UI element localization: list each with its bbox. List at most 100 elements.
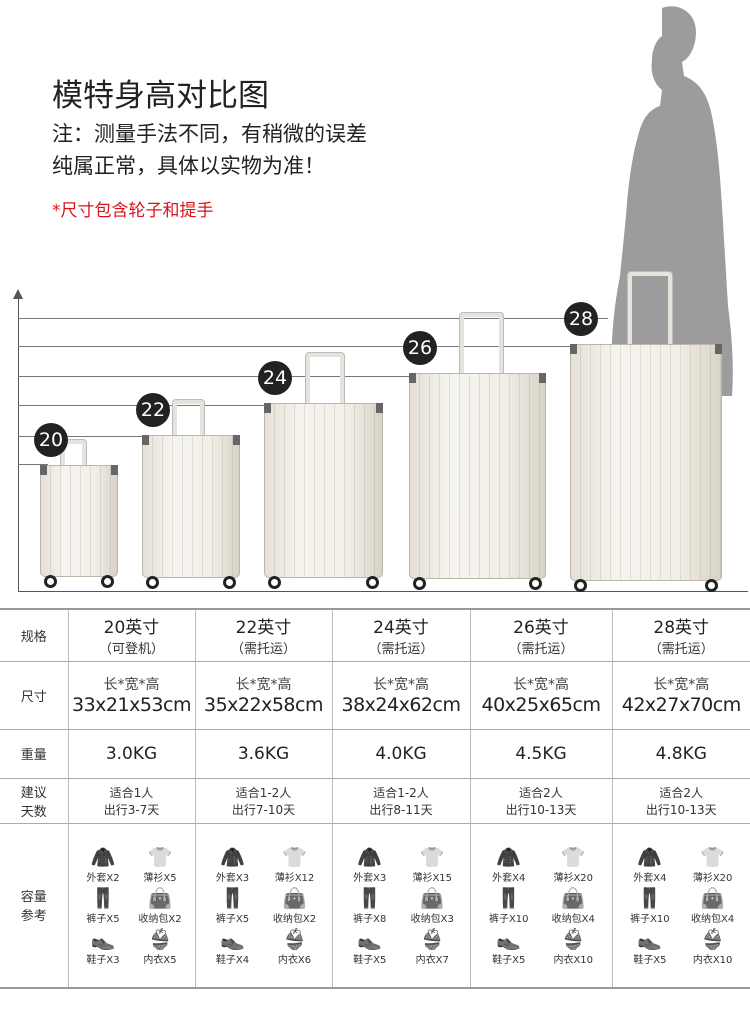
capacity-item: 裤子X10 (630, 913, 670, 925)
wheel-icon (268, 576, 281, 589)
capacity-item: 收纳包X2 (138, 913, 182, 925)
row-label: 容量参考 (20, 890, 47, 925)
size-badge: 20 (34, 423, 68, 457)
height-line (18, 464, 48, 465)
bra-icon: 👙 (700, 926, 726, 951)
spec-cell: 22英寸 （需托运） (194, 609, 332, 661)
shoe-icon: 👞 (90, 926, 116, 951)
bra-icon: 👙 (147, 926, 173, 951)
jacket-icon: 🧥 (357, 844, 383, 869)
bag-icon: 👜 (700, 885, 726, 910)
bra-icon: 👙 (419, 926, 445, 951)
wheel-icon (413, 577, 426, 590)
height-line (18, 318, 608, 319)
shirt-icon: 👕 (282, 844, 307, 869)
wheel-icon (366, 576, 379, 589)
capacity-item: 内衣X6 (277, 954, 312, 966)
baseline (18, 591, 748, 592)
suitcase-handle (627, 271, 673, 345)
pants-icon: 👖 (637, 885, 663, 910)
capacity-item: 薄衫X5 (143, 872, 177, 884)
row-label: 尺寸 (20, 689, 47, 705)
shirt-icon: 👕 (147, 844, 173, 869)
spec-table: 规格 20英寸 （可登机） 22英寸 （需托运） 24英寸 （需托运） 26英寸 （需托运） 28… (0, 608, 750, 989)
weight-cell: 3.0KG (67, 729, 195, 778)
shoe-icon: 👞 (637, 926, 663, 951)
bra-icon: 👙 (282, 926, 307, 951)
size-note: *尺寸包含轮子和提手 (52, 201, 214, 221)
spec-cell: 28英寸 （需托运） (611, 609, 750, 661)
capacity-item: 收纳包X3 (410, 913, 454, 925)
capacity-item: 收纳包X2 (272, 913, 317, 925)
wheel-icon (146, 576, 159, 589)
bag-icon: 👜 (419, 885, 445, 910)
jacket-icon: 🧥 (496, 844, 522, 869)
wheel-icon (705, 579, 718, 592)
trip-cell: 适合1人 出行3-7天 (67, 778, 195, 823)
capacity-item: 外套X3 (215, 872, 250, 884)
weight-cell: 4.0KG (331, 729, 470, 778)
row-capacity: 容量参考 🧥 外套X2 👕 薄衫X5 👖 裤子X5 👜 收纳包X2 👞 鞋子X3 👙 内衣X5 🧥 外套X3… (0, 823, 750, 988)
dims-cell: 长*宽*高 33x21x53cm (67, 661, 195, 729)
wheel-icon (223, 576, 236, 589)
capacity-cell: 🧥 外套X2 👕 薄衫X5 👖 裤子X5 👜 收纳包X2 👞 鞋子X3 👙 内衣X5 (67, 823, 195, 988)
capacity-item: 外套X4 (492, 872, 526, 884)
wheel-icon (529, 577, 542, 590)
shirt-icon: 👕 (700, 844, 726, 869)
row-spec: 规格 20英寸 （可登机） 22英寸 （需托运） 24英寸 （需托运） 26英寸 （需托运） 28… (0, 609, 750, 661)
suitcase-24 (264, 403, 383, 578)
capacity-cell: 🧥 外套X3 👕 薄衫X15 👖 裤子X8 👜 收纳包X3 👞 鞋子X5 👙 内衣X7 (331, 823, 470, 988)
suitcase-20 (40, 465, 118, 577)
shoe-icon: 👞 (220, 926, 245, 951)
row-dims: 尺寸 长*宽*高 33x21x53cm 长*宽*高 35x22x58cm 长*宽*高 38x… (0, 661, 750, 729)
page-title: 模特身高对比图 (52, 78, 269, 114)
suitcase-handle (304, 352, 345, 404)
y-axis (18, 295, 19, 592)
spec-cell: 24英寸 （需托运） (331, 609, 470, 661)
capacity-item: 收纳包X4 (691, 913, 735, 925)
capacity-item: 内衣X7 (415, 954, 449, 966)
note-line-2: 纯属正常，具体以实物为准！ (52, 154, 325, 178)
dims-cell: 长*宽*高 35x22x58cm (194, 661, 332, 729)
bag-icon: 👜 (282, 885, 307, 910)
height-line (18, 436, 148, 437)
capacity-item: 薄衫X15 (412, 872, 453, 884)
weight-cell: 4.5KG (469, 729, 612, 778)
pants-icon: 👖 (220, 885, 245, 910)
suitcase-28 (570, 344, 722, 581)
capacity-item: 内衣X10 (692, 954, 733, 966)
jacket-icon: 🧥 (220, 844, 245, 869)
trip-cell: 适合1-2人 出行7-10天 (194, 778, 332, 823)
dims-cell: 长*宽*高 42x27x70cm (611, 661, 750, 729)
pants-icon: 👖 (90, 885, 116, 910)
capacity-item: 鞋子X5 (353, 954, 387, 966)
capacity-item: 收纳包X4 (551, 913, 595, 925)
suitcase-handle (60, 439, 87, 466)
shoe-icon: 👞 (357, 926, 383, 951)
spec-cell: 20英寸 （可登机） (67, 609, 195, 661)
bra-icon: 👙 (560, 926, 586, 951)
capacity-cell: 🧥 外套X3 👕 薄衫X12 👖 裤子X5 👜 收纳包X2 👞 鞋子X4 👙 内衣X6 (194, 823, 332, 988)
row-label: 规格 (20, 629, 47, 645)
suitcase-22 (142, 435, 240, 578)
height-line (18, 346, 578, 347)
pants-icon: 👖 (496, 885, 522, 910)
row-label: 重量 (20, 748, 47, 763)
capacity-item: 外套X3 (353, 872, 387, 884)
pants-icon: 👖 (357, 885, 383, 910)
row-label: 建议天数 (20, 785, 47, 820)
capacity-cell: 🧥 外套X4 👕 薄衫X20 👖 裤子X10 👜 收纳包X4 👞 鞋子X5 👙 内衣X10 (469, 823, 612, 988)
capacity-item: 鞋子X3 (86, 954, 120, 966)
capacity-item: 薄衫X20 (692, 872, 733, 884)
trip-cell: 适合1-2人 出行8-11天 (331, 778, 470, 823)
jacket-icon: 🧥 (90, 844, 116, 869)
wheel-icon (44, 575, 57, 588)
suitcase-handle (458, 312, 505, 374)
size-badge: 26 (403, 331, 437, 365)
capacity-item: 外套X4 (633, 872, 667, 884)
row-weight: 重量 3.0KG 3.6KG 4.0KG 4.5KG 4.8KG (0, 729, 750, 778)
capacity-item: 外套X2 (86, 872, 120, 884)
weight-cell: 4.8KG (611, 729, 750, 778)
shoe-icon: 👞 (496, 926, 522, 951)
trip-cell: 适合2人 出行10-13天 (611, 778, 750, 823)
